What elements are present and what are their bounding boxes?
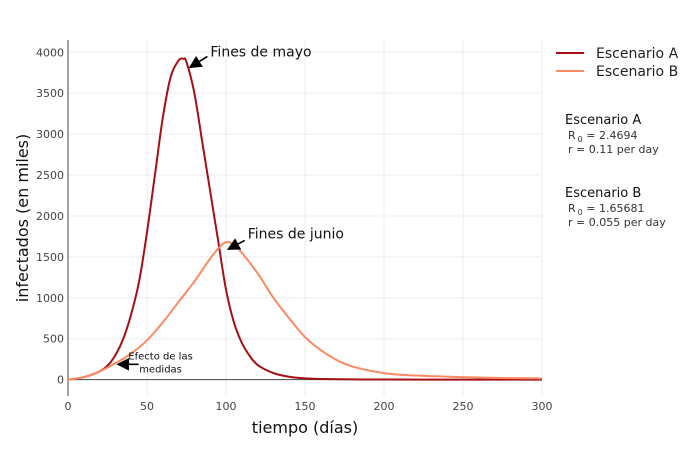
x-tick-label: 50 xyxy=(140,400,154,413)
info-r0-value-b: = 1.65681 xyxy=(583,202,645,215)
axes: 0 50 100 150 200 250 3000500100015002000250030… xyxy=(13,40,553,437)
info-title-b: Escenario B xyxy=(565,186,641,201)
annotation-efecto-line2: medidas xyxy=(139,364,182,375)
info-r0-value-a: = 2.4694 xyxy=(583,129,638,142)
y-tick-label: 3000 xyxy=(36,128,64,141)
annotation-arrow-mayo xyxy=(188,55,208,69)
y-tick-label: 2500 xyxy=(36,169,64,182)
legend-label-a: Escenario A xyxy=(596,46,679,62)
y-axis-title: infectados (en miles) xyxy=(13,134,32,303)
legend: Escenario A Escenario B xyxy=(556,46,679,80)
y-tick-label: 0 xyxy=(57,374,64,387)
info-title-a: Escenario A xyxy=(565,113,641,128)
x-tick-label: 150 xyxy=(295,400,316,413)
annotation-fines-de-mayo: Fines de mayo xyxy=(210,44,311,60)
info-r0-label-a: R xyxy=(568,129,576,142)
x-tick-label: 250 xyxy=(453,400,474,413)
annotation-efecto-line1: Efecto de las xyxy=(128,351,193,362)
x-tick-label: 100 xyxy=(216,400,237,413)
info-r-a: r = 0.11 per day xyxy=(568,143,659,156)
y-tick-label: 1000 xyxy=(36,292,64,305)
y-tick-label: 2000 xyxy=(36,210,64,223)
x-axis-title: tiempo (días) xyxy=(252,418,358,437)
annotation-fines-de-junio: Fines de junio xyxy=(248,226,344,242)
info-r0-sub-b: 0 xyxy=(578,208,583,217)
legend-label-b: Escenario B xyxy=(596,64,678,80)
info-r0-label-b: R xyxy=(568,202,576,215)
annotations: Fines de mayo Fines de junio Efecto de las… xyxy=(116,44,344,375)
y-tick-label: 4000 xyxy=(36,46,64,59)
x-tick-label: 0 xyxy=(65,400,72,413)
y-tick-label: 500 xyxy=(43,333,64,346)
series-line-a xyxy=(67,57,543,381)
info-r0-sub-a: 0 xyxy=(578,135,583,144)
y-tick-label: 1500 xyxy=(36,251,64,264)
y-tick-label: 3500 xyxy=(36,87,64,100)
x-tick-label: 200 xyxy=(374,400,395,413)
x-tick-label: 300 xyxy=(532,400,553,413)
info-r-b: r = 0.055 per day xyxy=(568,216,666,229)
grid-lines xyxy=(68,40,543,396)
annotation-arrow-junio xyxy=(226,238,246,250)
